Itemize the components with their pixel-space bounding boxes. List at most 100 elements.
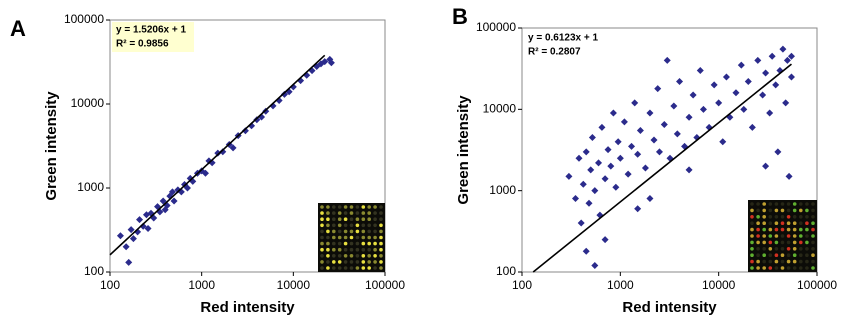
microarray-spot xyxy=(350,254,354,258)
microarray-spot xyxy=(356,217,360,221)
microarray-spot xyxy=(781,241,785,245)
microarray-spot xyxy=(793,221,797,225)
microarray-spot xyxy=(320,242,324,246)
microarray-spot xyxy=(793,260,797,264)
microarray-spot xyxy=(805,247,809,251)
microarray-spot xyxy=(379,224,383,228)
microarray-spot xyxy=(367,266,371,270)
microarray-spot xyxy=(787,253,791,257)
microarray-spot xyxy=(762,221,766,225)
microarray-spot xyxy=(373,248,377,252)
microarray-spot xyxy=(805,221,809,225)
x-axis-title: Red intensity xyxy=(622,299,717,316)
microarray-spot xyxy=(811,253,815,257)
microarray-spot xyxy=(750,202,754,206)
microarray-spot xyxy=(344,217,348,221)
microarray-spot xyxy=(799,228,803,232)
y-tick-label: 1000 xyxy=(77,180,104,194)
figure: A100100010000100000100100010000100000Red… xyxy=(0,0,845,324)
microarray-spot xyxy=(762,253,766,257)
microarray-spot xyxy=(379,211,383,215)
microarray-spot xyxy=(756,266,760,270)
microarray-spot xyxy=(326,254,330,258)
microarray-spot xyxy=(350,224,354,228)
microarray-spot xyxy=(805,234,809,238)
microarray-spot xyxy=(356,248,360,252)
microarray-spot xyxy=(756,202,760,206)
microarray-spot xyxy=(332,248,336,252)
microarray-spot xyxy=(332,242,336,246)
microarray-spot xyxy=(756,228,760,232)
microarray-spot xyxy=(367,230,371,234)
x-axis-title: Red intensity xyxy=(200,299,295,316)
microarray-spot xyxy=(356,211,360,215)
microarray-spot xyxy=(373,242,377,246)
microarray-spot xyxy=(332,205,336,209)
microarray-spot xyxy=(750,209,754,213)
microarray-spot xyxy=(379,254,383,258)
microarray-spot xyxy=(787,228,791,232)
y-axis-title: Green intensity xyxy=(43,91,60,201)
microarray-spot xyxy=(805,241,809,245)
microarray-spot xyxy=(756,247,760,251)
microarray-spot xyxy=(338,230,342,234)
microarray-spot xyxy=(338,254,342,258)
microarray-spot xyxy=(338,211,342,215)
microarray-spot xyxy=(362,248,366,252)
microarray-spot xyxy=(344,254,348,258)
microarray-spot xyxy=(811,209,815,213)
microarray-spot xyxy=(326,211,330,215)
microarray-spot xyxy=(362,254,366,258)
microarray-spot xyxy=(362,224,366,228)
microarray-spot xyxy=(750,215,754,219)
microarray-spot xyxy=(781,247,785,251)
microarray-spot xyxy=(750,241,754,245)
microarray-spot xyxy=(332,211,336,215)
microarray-spot xyxy=(775,260,779,264)
microarray-spot xyxy=(781,209,785,213)
microarray-spot xyxy=(762,241,766,245)
microarray-spot xyxy=(805,253,809,257)
microarray-spot xyxy=(362,211,366,215)
microarray-spot xyxy=(811,241,815,245)
y-tick-label: 100 xyxy=(496,264,516,278)
microarray-spot xyxy=(762,234,766,238)
microarray-spot xyxy=(787,260,791,264)
microarray-spot xyxy=(769,247,773,251)
microarray-spot xyxy=(338,224,342,228)
microarray-spot xyxy=(320,224,324,228)
microarray-spot xyxy=(769,260,773,264)
microarray-spot xyxy=(769,253,773,257)
microarray-spot xyxy=(787,221,791,225)
microarray-spot xyxy=(379,205,383,209)
microarray-spot xyxy=(344,211,348,215)
microarray-spot xyxy=(805,202,809,206)
microarray-spot xyxy=(811,202,815,206)
microarray-spot xyxy=(769,234,773,238)
microarray-spot xyxy=(326,260,330,264)
microarray-spot xyxy=(793,215,797,219)
x-tick-label: 10000 xyxy=(702,278,736,292)
microarray-spot xyxy=(362,242,366,246)
microarray-spot xyxy=(320,211,324,215)
microarray-spot xyxy=(379,242,383,246)
microarray-spot xyxy=(326,248,330,252)
microarray-spot xyxy=(373,236,377,240)
microarray-spot xyxy=(775,234,779,238)
microarray-spot xyxy=(356,260,360,264)
microarray-spot xyxy=(756,234,760,238)
microarray-spot xyxy=(756,221,760,225)
microarray-spot xyxy=(379,260,383,264)
microarray-spot xyxy=(344,248,348,252)
microarray-spot xyxy=(799,241,803,245)
microarray-spot xyxy=(793,209,797,213)
microarray-spot xyxy=(799,221,803,225)
microarray-spot xyxy=(320,217,324,221)
y-axis-title: Green intensity xyxy=(455,95,472,205)
microarray-spot xyxy=(320,230,324,234)
microarray-spot xyxy=(367,248,371,252)
microarray-spot xyxy=(775,228,779,232)
microarray-spot xyxy=(338,266,342,270)
microarray-spot xyxy=(379,248,383,252)
microarray-spot xyxy=(356,236,360,240)
